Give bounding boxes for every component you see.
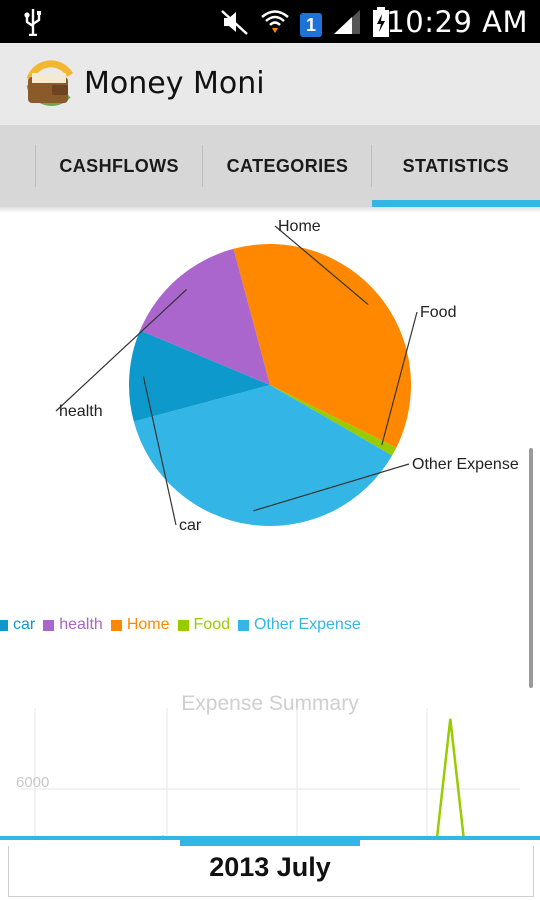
month-selector[interactable]: 2013 July: [0, 836, 540, 900]
month-label[interactable]: 2013 July: [209, 852, 331, 882]
legend-item-health: health: [43, 616, 103, 634]
pie-leader-line: [274, 225, 369, 306]
legend-swatch: [177, 619, 189, 631]
signal-icon: [332, 8, 362, 41]
pie-label-car: car: [179, 517, 202, 534]
bottom-divider: [0, 836, 540, 840]
pie-chart-svg: Home Food Other Expense car health: [55, 218, 519, 534]
tab-categories[interactable]: CATEGORIES: [203, 125, 372, 207]
pie-chart: Home Food Other Expense car health: [0, 213, 540, 573]
legend-label: Other Expense: [253, 616, 361, 633]
legend-label: car: [13, 616, 36, 633]
notification-badge: 1: [300, 12, 322, 37]
tab-shadow: [0, 207, 540, 213]
pie-leader-line: [55, 288, 188, 412]
legend-swatch: [237, 619, 249, 631]
legend-label: health: [59, 616, 103, 633]
month-highlight: [180, 840, 360, 846]
pie-label-other-expense: Other Expense: [412, 456, 519, 473]
wifi-icon: [260, 8, 290, 41]
legend-item-home: Home: [110, 616, 170, 634]
legend-item-car: car: [0, 616, 35, 634]
legend-swatch: [110, 619, 122, 631]
tab-divider: [370, 145, 372, 187]
legend-swatch: [43, 619, 55, 631]
scrollbar[interactable]: [529, 448, 533, 688]
tab-bar: CASHFLOWS CATEGORIES STATISTICS: [0, 125, 540, 207]
tab-divider: [202, 145, 204, 187]
tab-statistics[interactable]: STATISTICS: [371, 125, 540, 207]
tab-divider: [35, 145, 36, 187]
legend-label: Food: [193, 616, 230, 633]
tab-active-indicator: [371, 200, 540, 207]
legend-item-food: Food: [177, 616, 230, 634]
status-time: 10:29 AM: [386, 5, 528, 39]
usb-icon: [22, 8, 44, 41]
status-bar: 1 10:29 AM: [0, 0, 540, 43]
mute-icon: [220, 8, 250, 41]
y-tick-label: 6000: [16, 774, 49, 791]
battery-icon: [372, 7, 390, 42]
app-bar: Money Moni: [0, 43, 540, 125]
tab-label: CASHFLOWS: [59, 155, 179, 176]
tab-cashflows[interactable]: CASHFLOWS: [35, 125, 204, 207]
wallet-icon: [22, 55, 78, 111]
pie-slice-other-expense: [133, 385, 393, 526]
legend-item-other-expense: Other Expense: [237, 616, 361, 634]
line-chart-svg: 6000: [16, 708, 520, 853]
pie-label-health: health: [59, 403, 103, 420]
tab-label: STATISTICS: [402, 155, 509, 176]
legend-swatch: [0, 619, 8, 631]
month-box: [8, 846, 534, 897]
pie-leader-line: [142, 376, 177, 526]
line-series-food: [35, 718, 480, 853]
pie-label-food: Food: [420, 304, 456, 321]
expense-summary-title: Expense Summary: [181, 692, 359, 715]
app-title: Money Moni: [84, 66, 265, 101]
pie-label-home: Home: [278, 218, 321, 235]
pie-slice-home: [233, 243, 412, 448]
tab-label: CATEGORIES: [226, 155, 349, 176]
chart-legend: car health Home Food Other Expense: [0, 614, 369, 636]
pie-slice-food: [270, 385, 397, 456]
legend-label: Home: [126, 616, 170, 633]
pie-leader-line: [253, 463, 410, 512]
pie-leader-line: [381, 311, 418, 446]
expense-summary-chart: 6000: [0, 708, 540, 853]
pie-slice-health: [140, 248, 270, 385]
pie-slice-car: [128, 330, 270, 422]
